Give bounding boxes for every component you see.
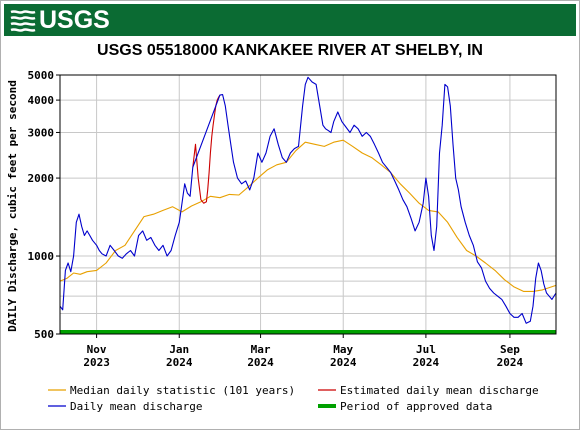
usgs-logo-text: USGS xyxy=(39,5,110,34)
y-tick-label: 4000 xyxy=(28,94,55,107)
x-tick-year: 2024 xyxy=(166,356,193,369)
x-axis-ticks: Nov2023Jan2024Mar2024May2024Jul2024Sep20… xyxy=(83,334,524,369)
y-tick-label: 3000 xyxy=(28,126,55,139)
x-tick-month: Jul xyxy=(416,343,436,356)
legend-label: Daily mean discharge xyxy=(70,400,202,413)
x-tick-year: 2024 xyxy=(413,356,440,369)
approved-period-bar xyxy=(60,330,556,334)
legend-label: Estimated daily mean discharge xyxy=(340,384,539,397)
series-median-daily-statistic-101-years xyxy=(59,139,557,292)
x-tick-month: Mar xyxy=(251,343,271,356)
usgs-logo[interactable]: USGS xyxy=(10,5,110,34)
y-tick-label: 5000 xyxy=(28,69,55,82)
series-daily-mean-discharge xyxy=(59,76,557,324)
y-axis-ticks: 5000 4000 3000 2000 1000 500 xyxy=(28,69,60,341)
y-axis-label: DAILY Discharge, cubic feet per second xyxy=(6,80,19,332)
y-tick-label: 500 xyxy=(34,328,54,341)
x-tick-month: May xyxy=(333,343,353,356)
usgs-banner: USGS xyxy=(4,4,576,36)
grid xyxy=(60,75,556,334)
x-tick-month: Nov xyxy=(87,343,107,356)
legend-label: Median daily statistic (101 years) xyxy=(70,384,295,397)
legend: Median daily statistic (101 years) Estima… xyxy=(48,384,539,413)
x-tick-month: Jan xyxy=(169,343,189,356)
plot-border xyxy=(59,74,557,335)
usgs-wave-icon xyxy=(10,10,36,32)
chart-title: USGS 05518000 KANKAKEE RIVER AT SHELBY, … xyxy=(97,42,483,59)
x-tick-year: 2024 xyxy=(247,356,274,369)
x-tick-year: 2024 xyxy=(497,356,524,369)
y-tick-label: 1000 xyxy=(28,250,55,263)
x-tick-year: 2024 xyxy=(330,356,357,369)
x-tick-month: Sep xyxy=(500,343,520,356)
y-tick-label: 2000 xyxy=(28,172,55,185)
approved-data-bar xyxy=(60,330,556,334)
series-estimated-daily-mean-discharge xyxy=(192,94,221,204)
x-tick-year: 2023 xyxy=(83,356,110,369)
legend-label: Period of approved data xyxy=(340,400,492,413)
series-lines xyxy=(59,76,557,324)
